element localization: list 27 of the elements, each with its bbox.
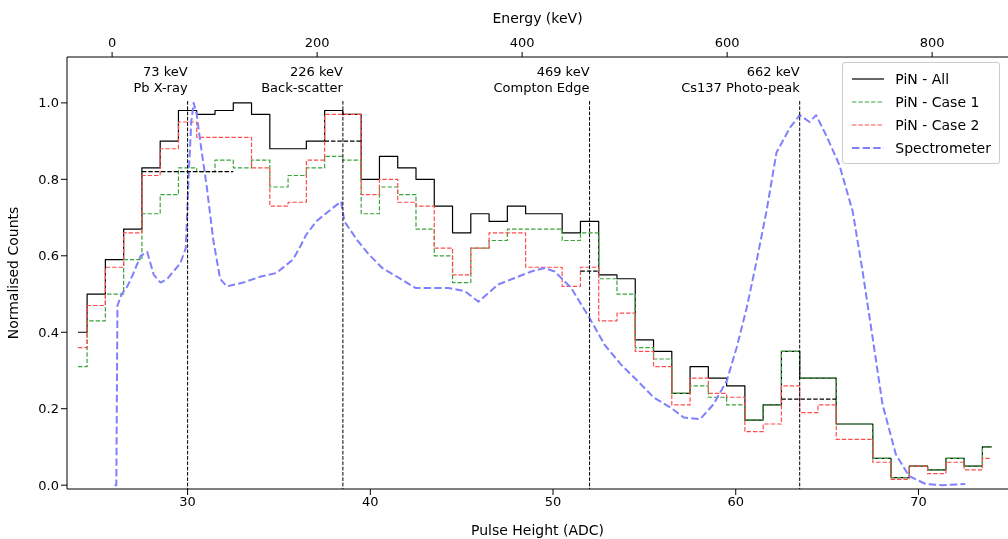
x2-tick-label: 0 [107,35,117,50]
y-tick-label: 0.4 [38,324,59,340]
ref-line-label: 662 keV Cs137 Photo-peak [681,64,801,95]
x2-axis-title: Energy (keV) [492,10,583,26]
x-tick-label: 40 [362,494,379,510]
x-tick-label: 70 [910,494,927,510]
ref-line-label: 226 keV Back-scatter [261,64,344,95]
y-tick-label: 1.0 [38,95,59,111]
legend-label: Spectrometer [895,139,991,156]
x2-tick-label: 800 [919,35,945,50]
x-tick-label: 30 [179,494,196,510]
y-tick-label: 0.2 [38,401,59,417]
ref-line-label: 469 keV Compton Edge [493,64,590,95]
x2-tick-label: 600 [714,35,740,50]
y-tick-label: 0.0 [38,477,59,493]
y-tick-label: 0.8 [38,171,59,187]
x-tick-label: 50 [544,494,562,510]
legend-label: PiN - Case 2 [895,116,980,133]
y-tick-label: 0.6 [38,248,59,264]
y-axis-title: Normalised Counts [5,206,21,340]
x-axis-title: Pulse Height (ADC) [470,522,605,538]
x-tick-label: 60 [727,494,745,510]
ref-line-label: 73 keV Pb X-ray [133,64,188,95]
legend-label: PiN - Case 1 [895,93,980,110]
x2-tick-label: 200 [304,35,330,50]
x2-tick-label: 400 [509,35,535,50]
legend-label: PiN - All [895,70,950,87]
